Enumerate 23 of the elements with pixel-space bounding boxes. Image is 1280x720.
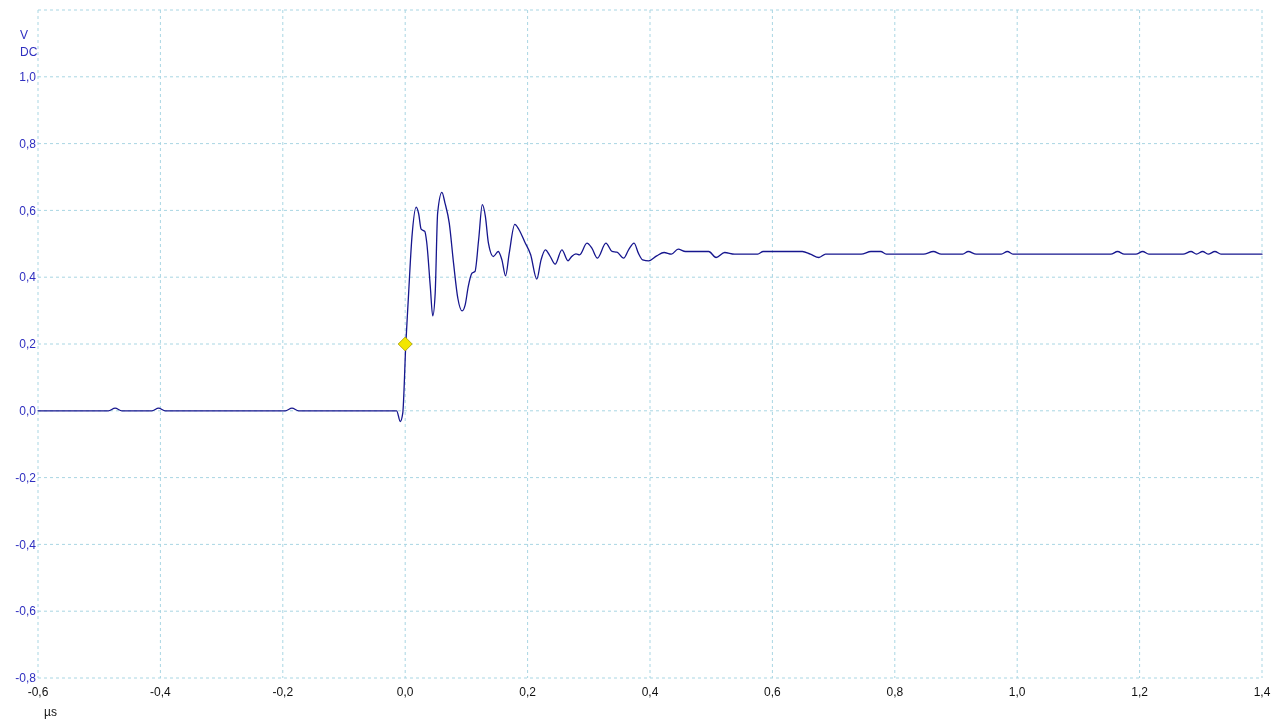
line-series [37, 191, 1263, 423]
y-tick-label: -0,8 [15, 671, 37, 686]
y-tick-label: -0,6 [15, 604, 37, 619]
x-axis-title: µs [44, 705, 57, 719]
y-tick-label: 1,0 [19, 70, 37, 84]
y-tick-label: -0,2 [15, 470, 37, 485]
x-tick-label: 1,2 [1131, 685, 1149, 699]
x-tick-label: -0,4 [150, 685, 172, 699]
x-tick-label: 0,8 [886, 685, 904, 699]
x-tick-label: 0,4 [641, 685, 659, 699]
x-tick-label: 0,2 [519, 685, 537, 699]
y-tick-label: 0,8 [19, 136, 37, 151]
x-tick-label: 0,6 [764, 685, 782, 699]
y-tick-label: 0,2 [19, 337, 37, 352]
y-axis-title: V DC [20, 28, 38, 59]
y-tick-label: 0,6 [19, 203, 37, 218]
y-tick-label: 0,4 [19, 270, 37, 285]
x-tick-label: -0,2 [272, 685, 294, 699]
y-tick-label: 0,0 [19, 404, 37, 418]
x-tick-label: 0,0 [396, 685, 414, 699]
x-tick-label: 1,4 [1253, 685, 1271, 699]
y-tick-label: -0,4 [15, 537, 37, 552]
x-tick-label: 1,0 [1008, 685, 1026, 699]
